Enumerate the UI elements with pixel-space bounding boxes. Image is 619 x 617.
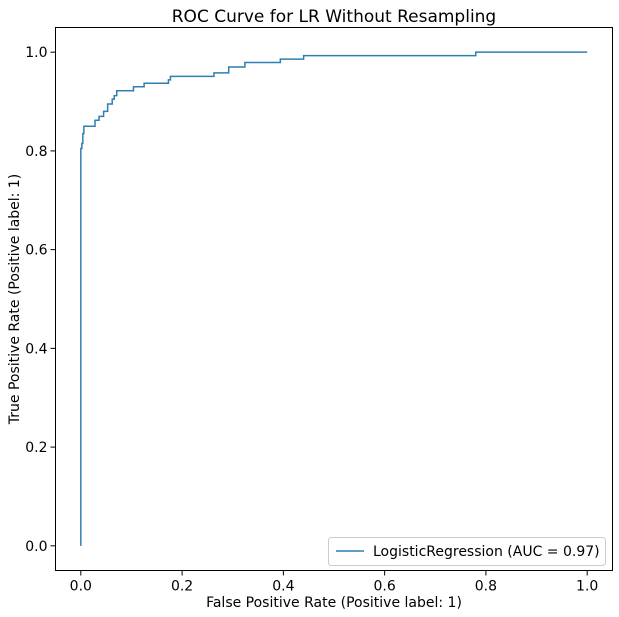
legend: LogisticRegression (AUC = 0.97) <box>328 537 606 566</box>
y-tick-label: 1.0 <box>25 45 47 61</box>
y-tick-label: 0.4 <box>25 341 47 357</box>
roc-series-line <box>80 51 588 546</box>
y-axis: 0.0 0.2 0.4 0.6 0.8 1.0 <box>25 45 56 555</box>
x-tick-label: 0.8 <box>475 579 497 595</box>
legend-box <box>328 537 606 566</box>
x-tick-label: 0.0 <box>70 579 92 595</box>
y-tick-label: 0.6 <box>25 243 47 259</box>
chart-title: ROC Curve for LR Without Resampling <box>172 7 496 27</box>
series-layer <box>80 51 588 546</box>
x-axis-label: False Positive Rate (Positive label: 1) <box>206 595 462 611</box>
y-axis-label: True Positive Rate (Positive label: 1) <box>7 174 23 425</box>
x-axis: 0.0 0.2 0.4 0.6 0.8 1.0 <box>70 570 598 595</box>
legend-label-logistic-regression: LogisticRegression (AUC = 0.97) <box>373 544 600 560</box>
plot-frame <box>55 27 613 571</box>
x-tick-label: 0.2 <box>171 579 193 595</box>
x-tick-label: 1.0 <box>576 579 598 595</box>
x-tick-label: 0.6 <box>374 579 396 595</box>
y-tick-label: 0.0 <box>25 539 47 555</box>
x-tick-label: 0.4 <box>272 579 294 595</box>
y-tick-label: 0.8 <box>25 144 47 160</box>
y-tick-label: 0.2 <box>25 440 47 456</box>
